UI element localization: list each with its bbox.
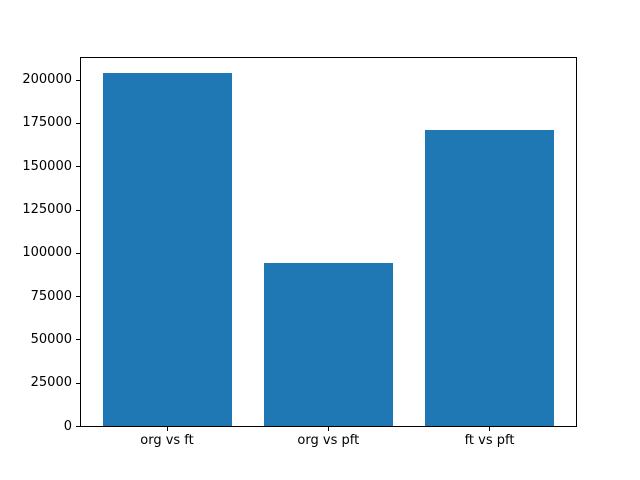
y-tick-label-100000: 100000 [22, 245, 72, 261]
y-tick-mark-125000 [75, 209, 80, 211]
plot-area [80, 57, 577, 427]
y-tick-label-75000: 75000 [30, 288, 72, 304]
y-tick-label-50000: 50000 [30, 331, 72, 347]
x-tick-mark-ft-vs-pft [489, 427, 490, 431]
y-tick-label-200000: 200000 [22, 72, 72, 87]
y-tick-label-175000: 175000 [22, 115, 72, 131]
y-tick-mark-100000 [75, 252, 80, 254]
y-tick-mark-50000 [75, 339, 80, 341]
x-tick-mark-org-vs-ft [166, 427, 168, 431]
x-tick-label-org-vs-pft: org vs pft [297, 433, 360, 448]
bar-ft-vs-pft [425, 129, 554, 426]
x-tick-label-ft-vs-pft: ft vs pft [464, 433, 515, 448]
y-tick-mark-175000 [75, 122, 80, 124]
y-tick-label-150000: 150000 [22, 158, 72, 174]
y-tick-mark-25000 [75, 382, 80, 384]
y-tick-mark-150000 [75, 166, 80, 168]
y-tick-label-125000: 125000 [22, 202, 72, 217]
y-tick-mark-75000 [75, 296, 80, 298]
bar-org-vs-ft [102, 72, 232, 426]
x-tick-mark-org-vs-pft [327, 427, 329, 431]
bar-org-vs-pft [263, 263, 393, 426]
x-tick-label-org-vs-ft: org vs ft [140, 433, 194, 448]
y-tick-label-25000: 25000 [30, 375, 72, 391]
y-tick-mark-200000 [75, 79, 80, 81]
y-tick-label-0: 0 [63, 418, 72, 434]
y-tick-mark-0 [75, 426, 80, 427]
